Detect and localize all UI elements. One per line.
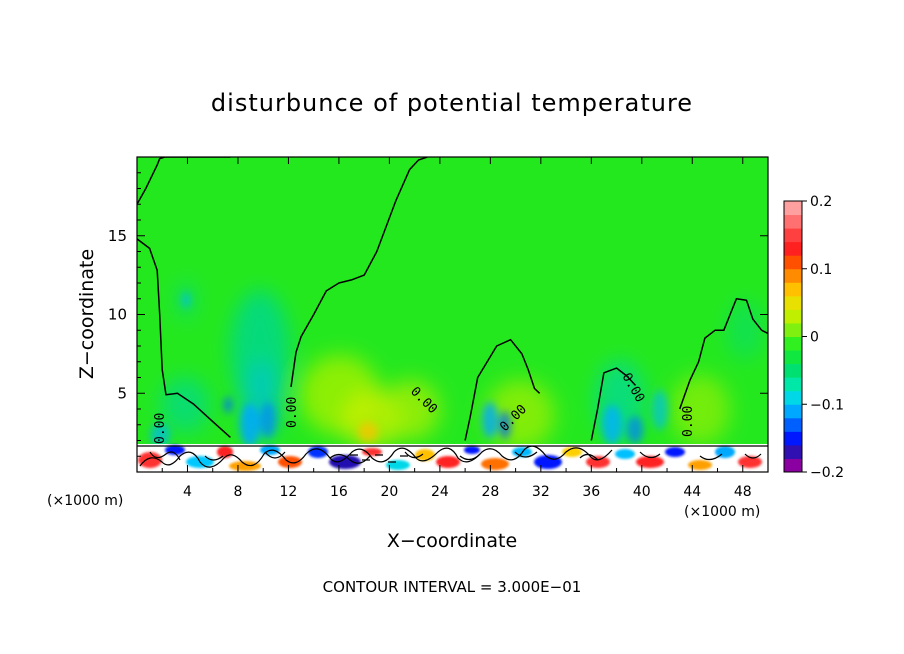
y-axis: 5 10 15 (108, 172, 768, 457)
colorbar-swatch (784, 417, 802, 432)
x-tick-label: 16 (330, 484, 348, 500)
contour-line (137, 238, 231, 438)
colorbar-swatch (784, 458, 802, 473)
x-unit-left: (×1000 m) (47, 493, 123, 509)
x-tick-label: 4 (183, 484, 192, 500)
y-tick-label: 10 (108, 306, 127, 324)
x-tick-label: 48 (734, 484, 752, 500)
contour-label: 0.00 (153, 413, 168, 444)
colorbar-tick-label: −0.1 (810, 397, 844, 413)
colorbar-swatch (784, 336, 802, 351)
colorbar-swatch (784, 377, 802, 392)
contour-line (290, 157, 428, 388)
contour-line (137, 157, 231, 205)
x-axis-label: X−coordinate (387, 530, 517, 552)
x-tick-label: 28 (481, 484, 499, 500)
colorbar-swatch (784, 322, 802, 337)
colorbar-swatch (784, 363, 802, 378)
colorbar-swatch (784, 228, 802, 243)
y-tick-label: 15 (108, 227, 127, 245)
x-tick-label: 24 (431, 484, 449, 500)
colorbar-swatch (784, 282, 802, 297)
x-tick-label: 12 (280, 484, 298, 500)
colorbar-swatch (784, 268, 802, 283)
contour-line (678, 298, 768, 410)
contour-interval-note: CONTOUR INTERVAL = 3.000E−01 (323, 578, 582, 596)
colorbar-swatch (784, 241, 802, 256)
x-tick-label: 40 (633, 484, 651, 500)
y-tick-label: 5 (117, 384, 127, 402)
colorbar-swatch (784, 201, 802, 216)
x-axis: 4 8 12 16 20 24 28 32 36 40 44 48 (161, 157, 752, 500)
x-tick-label: 44 (683, 484, 701, 500)
colorbar-tick-label: 0.1 (810, 262, 832, 278)
colorbar-swatch (784, 444, 802, 459)
y-axis-label: Z−coordinate (76, 249, 98, 379)
contour-lines (137, 157, 768, 441)
colorbar-tick-label: −0.2 (810, 465, 844, 481)
colorbar-swatch (784, 309, 802, 324)
colorbar-swatch (784, 295, 802, 310)
contour-line (464, 338, 541, 441)
colorbar-tick-label: 0 (810, 330, 819, 346)
x-tick-label: 36 (582, 484, 600, 500)
x-tick-label: 32 (532, 484, 550, 500)
x-unit-right: (×1000 m) (684, 504, 760, 520)
colorbar-swatch (784, 214, 802, 229)
colorbar-swatch (784, 350, 802, 365)
colorbar-tick-label: 0.2 (810, 194, 832, 210)
x-tick-label: 20 (380, 484, 398, 500)
chart-title: disturbunce of potential temperature (211, 89, 693, 117)
x-tick-label: 8 (233, 484, 242, 500)
colorbar: 0.2 0.1 0 −0.1 −0.2 (783, 194, 844, 481)
contour-label: 0.00 (285, 397, 300, 428)
colorbar-swatch (784, 255, 802, 270)
colorbar-swatch (784, 404, 802, 419)
contour-label: 0.00 (681, 406, 696, 437)
colorbar-swatch (784, 390, 802, 405)
colorbar-swatch (784, 431, 802, 446)
heatmap-field (137, 157, 768, 472)
contour-line (590, 367, 637, 441)
